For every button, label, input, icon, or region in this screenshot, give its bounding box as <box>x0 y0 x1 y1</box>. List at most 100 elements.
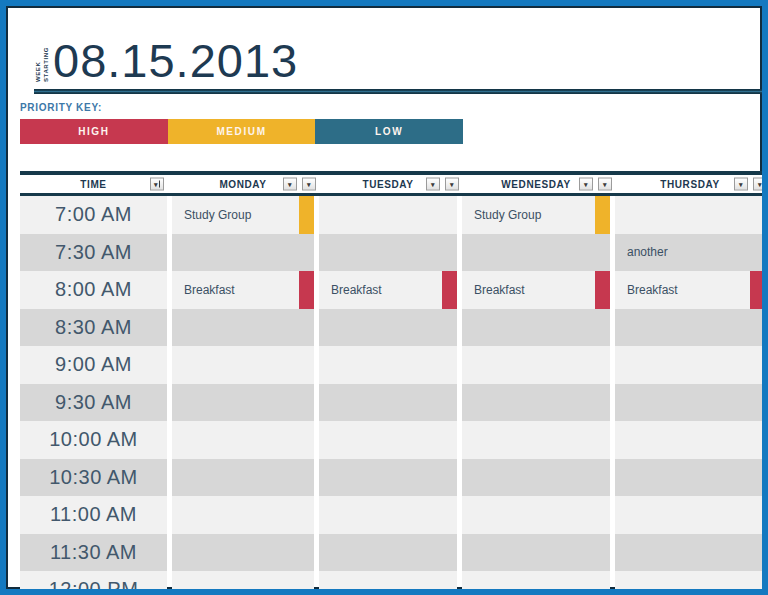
event-title <box>462 309 595 347</box>
priority-strip <box>442 534 457 572</box>
column-header-monday-label: MONDAY <box>219 179 266 190</box>
event-cell-monday[interactable] <box>172 234 314 272</box>
event-cell-monday[interactable]: Breakfast <box>172 271 314 309</box>
event-cell-monday[interactable] <box>172 459 314 497</box>
event-title: another <box>615 234 750 272</box>
event-title <box>615 421 750 459</box>
week-starting-label: WEEK STARTING <box>34 40 50 82</box>
priority-strip <box>750 346 762 384</box>
event-cell-tuesday[interactable] <box>319 234 457 272</box>
event-cell-wednesday[interactable] <box>462 346 610 384</box>
event-cell-monday[interactable] <box>172 534 314 572</box>
event-cell-thursday[interactable] <box>615 346 762 384</box>
event-cell-thursday[interactable]: another <box>615 234 762 272</box>
chevron-down-icon[interactable]: ▾ <box>445 178 459 191</box>
event-cell-tuesday[interactable] <box>319 571 457 595</box>
time-cell[interactable]: 7:30 AM <box>20 234 167 272</box>
event-cell-tuesday[interactable] <box>319 346 457 384</box>
event-cell-thursday[interactable] <box>615 384 762 422</box>
event-cell-wednesday[interactable] <box>462 496 610 534</box>
event-cell-tuesday[interactable] <box>319 421 457 459</box>
priority-strip <box>750 571 762 595</box>
event-cell-monday[interactable]: Study Group <box>172 196 314 234</box>
event-cell-wednesday[interactable] <box>462 234 610 272</box>
event-cell-tuesday[interactable] <box>319 534 457 572</box>
priority-strip <box>750 309 762 347</box>
masthead-divider <box>34 89 762 94</box>
schedule-row: 7:30 AM another <box>20 234 762 272</box>
priority-strip <box>595 534 610 572</box>
event-cell-monday[interactable] <box>172 496 314 534</box>
time-cell[interactable]: 7:00 AM <box>20 196 167 234</box>
event-title: Study Group <box>462 196 595 234</box>
time-cell[interactable]: 9:00 AM <box>20 346 167 384</box>
time-cell[interactable]: 12:00 PM <box>20 571 167 595</box>
event-cell-wednesday[interactable] <box>462 384 610 422</box>
event-title <box>462 534 595 572</box>
event-title <box>615 309 750 347</box>
event-title <box>172 534 299 572</box>
event-cell-monday[interactable] <box>172 346 314 384</box>
event-cell-thursday[interactable] <box>615 571 762 595</box>
event-title <box>319 309 442 347</box>
time-cell[interactable]: 11:00 AM <box>20 496 167 534</box>
chevron-down-icon[interactable]: ▾ <box>283 178 297 191</box>
priority-strip <box>750 384 762 422</box>
event-cell-thursday[interactable] <box>615 421 762 459</box>
event-title <box>319 196 442 234</box>
chevron-down-icon[interactable]: ▾ <box>753 178 762 191</box>
event-cell-thursday[interactable] <box>615 534 762 572</box>
priority-strip <box>299 309 314 347</box>
event-cell-tuesday[interactable] <box>319 496 457 534</box>
event-cell-wednesday[interactable] <box>462 571 610 595</box>
event-cell-tuesday[interactable]: Breakfast <box>319 271 457 309</box>
time-cell[interactable]: 10:30 AM <box>20 459 167 497</box>
time-cell[interactable]: 8:00 AM <box>20 271 167 309</box>
chevron-down-icon[interactable]: ▾ <box>734 178 748 191</box>
event-title <box>319 571 442 595</box>
event-cell-thursday[interactable] <box>615 459 762 497</box>
event-cell-thursday[interactable] <box>615 496 762 534</box>
event-title <box>172 384 299 422</box>
priority-strip <box>442 309 457 347</box>
column-header-tuesday: TUESDAY ▾ ▾ <box>319 175 457 193</box>
event-cell-tuesday[interactable] <box>319 309 457 347</box>
priority-strip <box>442 346 457 384</box>
event-title: Breakfast <box>462 271 595 309</box>
event-cell-monday[interactable] <box>172 421 314 459</box>
event-title <box>462 571 595 595</box>
time-cell[interactable]: 10:00 AM <box>20 421 167 459</box>
priority-strip <box>595 384 610 422</box>
time-cell[interactable]: 11:30 AM <box>20 534 167 572</box>
priority-strip <box>299 384 314 422</box>
chevron-down-icon[interactable]: ▾ <box>598 178 612 191</box>
event-title <box>319 534 442 572</box>
event-cell-tuesday[interactable] <box>319 459 457 497</box>
sort-filter-icon[interactable]: ▾ <box>150 178 164 191</box>
time-cell[interactable]: 9:30 AM <box>20 384 167 422</box>
time-cell[interactable]: 8:30 AM <box>20 309 167 347</box>
week-starting-date[interactable]: 08.15.2013 <box>53 38 298 84</box>
event-cell-monday[interactable] <box>172 309 314 347</box>
chevron-down-icon[interactable]: ▾ <box>579 178 593 191</box>
chevron-down-icon[interactable]: ▾ <box>426 178 440 191</box>
event-cell-tuesday[interactable] <box>319 384 457 422</box>
event-title: Breakfast <box>172 271 299 309</box>
priority-strip <box>750 496 762 534</box>
event-title <box>172 421 299 459</box>
event-cell-tuesday[interactable] <box>319 196 457 234</box>
chevron-down-icon[interactable]: ▾ <box>302 178 316 191</box>
event-cell-wednesday[interactable]: Breakfast <box>462 271 610 309</box>
event-cell-thursday[interactable] <box>615 196 762 234</box>
event-cell-monday[interactable] <box>172 384 314 422</box>
event-cell-wednesday[interactable] <box>462 459 610 497</box>
event-cell-thursday[interactable] <box>615 309 762 347</box>
event-cell-monday[interactable] <box>172 571 314 595</box>
priority-strip <box>299 271 314 309</box>
schedule-row: 8:30 AM <box>20 309 762 347</box>
event-cell-wednesday[interactable] <box>462 421 610 459</box>
event-cell-wednesday[interactable]: Study Group <box>462 196 610 234</box>
event-cell-thursday[interactable]: Breakfast <box>615 271 762 309</box>
event-cell-wednesday[interactable] <box>462 309 610 347</box>
event-cell-wednesday[interactable] <box>462 534 610 572</box>
